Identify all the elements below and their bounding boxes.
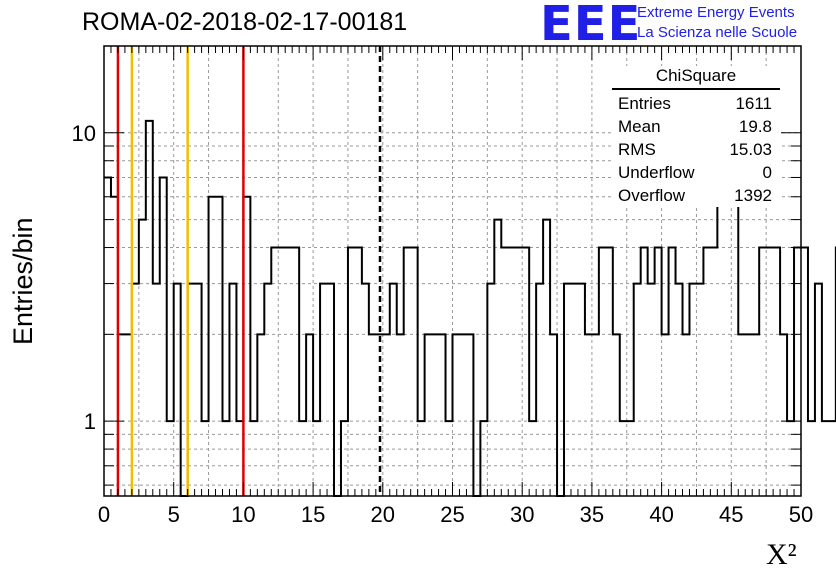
x-tick-label: 15 (301, 502, 325, 527)
x-tick-label: 30 (510, 502, 534, 527)
stats-title: ChiSquare (612, 66, 780, 90)
stats-label: RMS (618, 140, 656, 159)
stats-value: 15.03 (729, 140, 772, 159)
x-tick-label: 45 (719, 502, 743, 527)
stats-value: 1611 (735, 94, 772, 113)
stats-row-mean: Mean 19.8 (612, 115, 780, 138)
stats-value: 1392 (734, 186, 772, 205)
stats-row-overflow: Overflow 1392 (612, 184, 780, 207)
stats-row-entries: Entries 1611 (612, 92, 780, 115)
x-tick-label: 40 (649, 502, 673, 527)
stats-value: 19.8 (738, 117, 772, 136)
stats-label: Mean (618, 117, 661, 136)
x-tick-label: 35 (580, 502, 604, 527)
stats-box: ChiSquare Entries 1611 Mean 19.8 RMS 15.03 Und… (612, 66, 780, 207)
x-tick-label: 50 (789, 502, 813, 527)
x-tick-label: 5 (168, 502, 180, 527)
x-tick-label: 20 (371, 502, 395, 527)
x-tick-label: 25 (440, 502, 464, 527)
stats-label: Underflow (618, 163, 695, 182)
stats-value: 0 (762, 163, 772, 182)
x-tick-label: 10 (231, 502, 255, 527)
stats-row-rms: RMS 15.03 (612, 138, 780, 161)
y-tick-label: 10 (72, 121, 96, 146)
stats-label: Overflow (618, 186, 686, 205)
y-tick-label: 1 (84, 409, 96, 434)
chart-title: ROMA-02-2018-02-17-00181 (82, 8, 408, 36)
stats-label: Entries (618, 94, 671, 113)
logo-letters: EEE (540, 0, 642, 52)
logo-line2: La Scienza nelle Scuole (637, 24, 798, 41)
logo-line1: Extreme Energy Events (637, 4, 795, 21)
x-tick-label: 0 (98, 502, 110, 527)
x-axis-label: X² (766, 538, 797, 571)
stats-row-underflow: Underflow 0 (612, 161, 780, 184)
